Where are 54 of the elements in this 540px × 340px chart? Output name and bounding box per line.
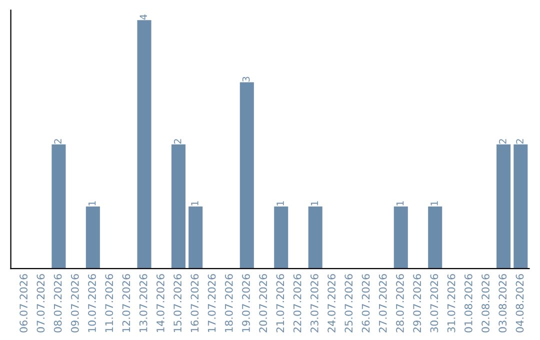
bar [240,82,254,269]
x-tick-label: 28.07.2026 [396,274,404,332]
x-tick-label: 12.07.2026 [122,274,130,332]
x-tick-label: 29.07.2026 [413,274,422,332]
data-label: 1 [88,201,96,206]
bar [137,20,152,269]
x-tick-label: 21.07.2026 [276,274,284,332]
x-tick-label: 25.07.2026 [344,274,353,332]
data-label: 1 [396,201,404,206]
x-tick-label: 22.07.2026 [293,274,302,332]
x-tick-label: 04.08.2026 [516,274,524,332]
bar [274,206,288,269]
x-tick-label: 08.07.2026 [54,274,62,332]
bar [514,144,528,269]
data-label: 1 [191,201,198,206]
x-tick-label: 31.07.2026 [447,274,456,332]
bar [428,206,442,269]
data-label: 2 [516,139,524,144]
x-tick-label: 23.07.2026 [310,274,318,332]
data-label: 4 [140,14,147,20]
bar [52,144,66,269]
x-tick-label: 14.07.2026 [156,274,164,332]
bar [394,206,408,269]
x-tick-label: 03.08.2026 [498,274,507,332]
bar [308,206,322,269]
x-tick-label: 10.07.2026 [88,274,96,332]
bar [496,144,511,269]
x-tick-label: 15.07.2026 [174,274,182,332]
x-tick-label: 09.07.2026 [70,274,79,332]
data-label: 1 [310,201,318,206]
data-label: 2 [174,139,182,144]
x-tick-label: 20.07.2026 [259,274,268,332]
x-tick-label: 26.07.2026 [362,274,370,332]
data-label: 3 [242,76,250,82]
x-tick-label: 19.07.2026 [242,274,250,332]
x-tick-label: 13.07.2026 [139,274,148,332]
x-tick-label: 01.08.2026 [464,274,472,332]
data-label: 2 [499,139,506,144]
x-tick-label: 06.07.2026 [20,274,28,332]
bar [171,144,186,269]
data-label: 1 [430,201,438,206]
x-tick-label: 16.07.2026 [190,274,199,332]
x-tick-label: 17.07.2026 [208,274,216,332]
x-tick-label: 30.07.2026 [430,274,438,332]
data-label: 1 [276,201,284,206]
x-tick-label: 02.08.2026 [482,274,490,332]
x-tick-label: 27.07.2026 [378,274,387,332]
x-tick-label: 07.07.2026 [36,274,45,332]
x-tick-label: 24.07.2026 [328,274,336,332]
x-tick-label: 11.07.2026 [105,274,114,332]
bar [188,206,203,269]
bar [86,206,100,269]
data-label: 2 [54,139,62,144]
x-tick-label: 18.07.2026 [224,274,233,332]
